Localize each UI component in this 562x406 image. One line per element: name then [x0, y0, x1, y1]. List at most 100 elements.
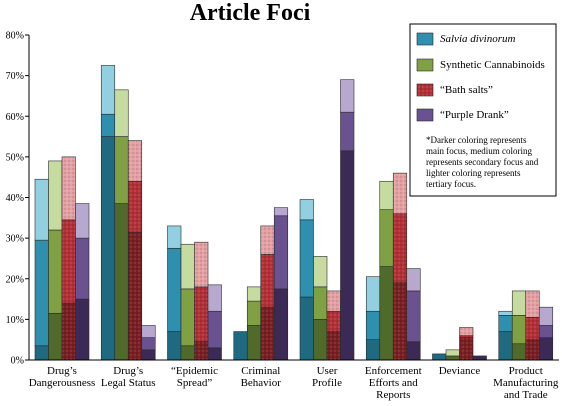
- category-label-line: Spread”: [177, 377, 213, 389]
- bar-segment-main: [207, 347, 222, 361]
- bar-segment-secondary: [34, 239, 49, 347]
- bar-segment-secondary: [273, 215, 289, 290]
- bar-segment-main: [340, 150, 355, 361]
- bar-segment-main: [299, 296, 314, 361]
- bar-segment-tertiary: [180, 243, 195, 290]
- bar-segment-tertiary: [100, 65, 116, 115]
- bar-texture: [62, 156, 76, 220]
- bar-segment-tertiary: [365, 276, 381, 312]
- y-tick-label: 50%: [6, 152, 24, 163]
- bar-texture: [525, 317, 540, 340]
- bar-segment-main: [432, 353, 447, 361]
- bar-segment-secondary: [379, 209, 394, 267]
- category-label: “Epidemic Spread”: [171, 365, 218, 389]
- chart-title: Article Foci: [190, 0, 311, 26]
- bar-texture: [128, 181, 142, 233]
- bar-segment-secondary: [48, 229, 63, 314]
- bar-texture: [128, 232, 142, 360]
- bar-segment-main: [34, 345, 49, 361]
- bar-segment-tertiary: [75, 203, 90, 239]
- category-label-line: Product: [509, 365, 543, 377]
- category-label-line: Behavior: [241, 377, 282, 389]
- category-label-line: Profile: [312, 377, 342, 389]
- bar-texture: [459, 327, 473, 336]
- bar-segment-main: [445, 355, 460, 361]
- bar-texture: [327, 311, 341, 332]
- bar-texture: [393, 282, 407, 360]
- y-tick-label: 80%: [6, 31, 24, 42]
- category-label-line: Enforcement: [365, 365, 422, 377]
- bar-texture: [194, 242, 208, 287]
- bar-segment-main: [75, 298, 90, 361]
- category-label-line: Manufacturing: [493, 377, 559, 389]
- category-label-line: Criminal: [241, 365, 280, 377]
- category-label: Drug’s Dangerousness: [29, 365, 96, 389]
- bar-segment-main: [472, 355, 487, 361]
- y-tick-label: 40%: [6, 193, 24, 204]
- legend-swatch: [416, 58, 434, 72]
- bar-segment-secondary: [207, 310, 222, 349]
- bar-segment-secondary: [114, 136, 129, 204]
- bar-segment-tertiary: [299, 199, 314, 221]
- category-label-line: User: [317, 365, 338, 377]
- bar-segment-tertiary: [379, 180, 394, 210]
- bar-segment-main: [233, 331, 248, 361]
- bar-texture: [260, 254, 275, 308]
- bar-texture: [194, 341, 208, 360]
- bar-texture: [393, 213, 407, 283]
- category-label-line: Reports: [376, 389, 410, 401]
- legend-swatch-texture: [417, 84, 433, 96]
- bar-segment-tertiary: [538, 306, 554, 326]
- bar-segment-tertiary: [511, 290, 527, 316]
- bar-segment-tertiary: [48, 160, 63, 231]
- bar-texture: [260, 307, 275, 360]
- bar-texture: [327, 331, 341, 360]
- bar-segment-main: [379, 266, 394, 361]
- bar-segment-main: [246, 325, 262, 361]
- y-axis: 0% 10% 20% 30% 40% 50% 60% 70% 80%: [6, 31, 30, 367]
- bar-segment-secondary: [365, 310, 381, 340]
- y-tick-label: 70%: [6, 71, 24, 82]
- bar-texture: [194, 286, 208, 342]
- category-label: Deviance: [439, 365, 481, 377]
- bar-texture: [525, 290, 540, 318]
- legend-note-line: lighter coloring represents: [426, 168, 521, 178]
- bar-segment-secondary: [313, 286, 328, 320]
- category-label-line: and Trade: [504, 389, 548, 401]
- bar-segment-secondary: [75, 237, 90, 300]
- bar-segment-main: [498, 331, 513, 361]
- bar-segment-tertiary: [207, 284, 222, 312]
- bar-segment-secondary: [406, 290, 421, 343]
- category-label: Enforcement Efforts and Reports: [365, 365, 422, 401]
- legend-swatch: [416, 108, 434, 122]
- bar-texture: [62, 303, 76, 360]
- category-label-line: Dangerousness: [29, 377, 96, 389]
- bar-segment-main: [114, 203, 129, 361]
- bar-segment-secondary: [246, 300, 262, 326]
- category-label-line: Deviance: [439, 365, 481, 377]
- bar-segment-secondary: [538, 325, 554, 338]
- y-tick-label: 60%: [6, 112, 24, 123]
- category-label-line: Legal Status: [101, 377, 156, 389]
- bar-segment-main: [180, 345, 195, 361]
- y-tick-label: 30%: [6, 234, 24, 245]
- bar-segment-main: [365, 339, 381, 361]
- bar-texture: [260, 225, 275, 255]
- category-label-line: Drug’s: [113, 365, 143, 377]
- legend-entry-label: Salvia divinorum: [440, 33, 516, 45]
- bar-segment-main: [48, 312, 63, 361]
- category-label: Drug’s Legal Status: [101, 365, 156, 389]
- bar-segment-main: [167, 331, 182, 361]
- bar-texture: [327, 290, 341, 312]
- category-label: User Profile: [312, 365, 342, 389]
- legend-note: *Darker coloring represents main focus, m…: [426, 135, 539, 189]
- legend-entry-label: “Bath salts”: [440, 84, 493, 96]
- bar-texture: [393, 173, 407, 214]
- bar-segment-tertiary: [114, 89, 129, 137]
- bar-segment-secondary: [100, 113, 116, 137]
- bar-segment-tertiary: [406, 268, 421, 292]
- bar-segment-tertiary: [498, 310, 513, 316]
- bar-segment-tertiary: [445, 349, 460, 357]
- bar-texture: [62, 219, 76, 304]
- bar-segment-secondary: [340, 111, 355, 152]
